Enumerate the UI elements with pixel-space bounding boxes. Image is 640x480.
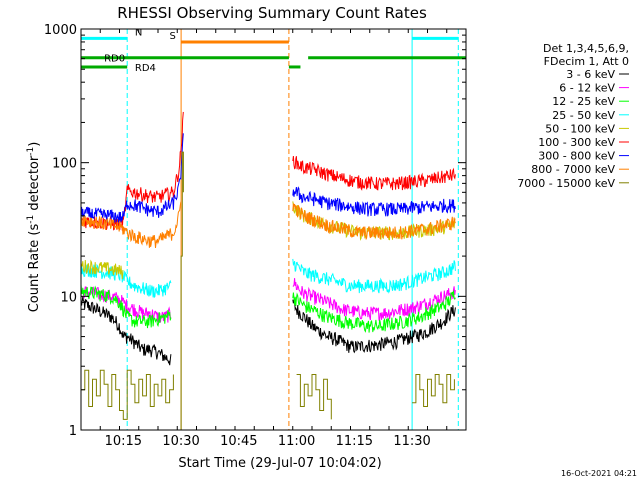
legend-entry-label: 25 - 50 keV	[552, 109, 615, 122]
series-9-line-segment-3	[296, 374, 332, 420]
legend-entry-label: 6 - 12 keV	[559, 82, 615, 95]
series-7-line-segment-1	[81, 133, 184, 224]
series-4-line-segment-2	[292, 258, 456, 294]
y-axis-label-superscript: -1	[26, 215, 36, 224]
y-tick-label: 1	[69, 424, 77, 439]
legend-entry-label: 50 - 100 keV	[545, 122, 615, 135]
state-bar-label-rd0: RD0	[104, 54, 125, 65]
series-3-line-segment-2	[292, 290, 456, 333]
series-9-line-segment-1	[81, 369, 174, 420]
series-7-line-segment-2	[292, 186, 456, 217]
legend-entry-label: 100 - 300 keV	[538, 136, 615, 149]
legend-entry-label: 3 - 6 keV	[566, 68, 615, 81]
legend-header-line: Det 1,3,4,5,6,9,	[543, 42, 629, 55]
axes: 10:15 10:30 10:45 11:00 11:15 11:30 1 10 100 1000	[44, 23, 467, 449]
x-tick-label: 11:15	[336, 434, 373, 449]
legend-entry-label: 300 - 800 keV	[538, 150, 615, 163]
series-9-line-segment-4	[412, 374, 455, 407]
legend-entry-label: 7000 - 15000 keV	[517, 177, 615, 190]
x-axis-label: Start Time (29-Jul-07 10:04:02)	[178, 456, 381, 471]
y-tick-label: 1000	[44, 23, 77, 38]
x-tick-label: 11:00	[278, 434, 315, 449]
state-bar-label-n: N	[135, 27, 142, 38]
legend-entry-label: 12 - 25 keV	[552, 95, 615, 108]
series-9-line-segment-2	[179, 151, 184, 430]
state-bar-label-rd4: RD4	[135, 63, 156, 74]
series-2-line-segment-2	[292, 278, 456, 321]
y-axis-label-superscript: -1	[26, 147, 36, 156]
series-8-line-segment-1	[81, 201, 182, 249]
plot-content: N S RD0 RD4	[81, 27, 466, 430]
legend-header-line: FDecim 1, Att 0	[544, 55, 629, 68]
y-axis-label-part: detector	[27, 155, 42, 215]
y-axis-label-part: Count Rate (s	[27, 224, 42, 313]
footer-timestamp: 16-Oct-2021 04:21	[561, 469, 637, 478]
x-tick-label: 11:30	[393, 434, 430, 449]
legend-entry-label: 800 - 7000 keV	[531, 163, 615, 176]
state-bar-label-s: S	[170, 31, 176, 42]
x-tick-label: 10:45	[220, 434, 257, 449]
y-axis-label-part: )	[27, 142, 42, 147]
series-3-line-segment-1	[81, 284, 172, 329]
y-axis-label: Count Rate (s-1 detector-1)	[26, 142, 42, 313]
series-4-line-segment-1	[81, 263, 172, 299]
y-tick-label: 10	[60, 290, 77, 305]
series-1-line-segment-1	[81, 296, 172, 366]
series-1-line-segment-2	[292, 298, 456, 354]
x-tick-label: 10:15	[105, 434, 142, 449]
series-5-line-segment-2	[292, 201, 456, 241]
chart-title: RHESSI Observing Summary Count Rates	[117, 4, 427, 22]
plot-area: N S RD0 RD4	[81, 27, 466, 430]
series-8-line-segment-2	[292, 203, 456, 240]
y-tick-label: 100	[52, 157, 77, 172]
legend: Det 1,3,4,5,6,9,FDecim 1, Att 03 - 6 keV…	[517, 42, 629, 190]
series-5-line-segment-1	[81, 259, 124, 280]
x-tick-label: 10:30	[162, 434, 199, 449]
series-6-line-segment-2	[292, 155, 456, 191]
